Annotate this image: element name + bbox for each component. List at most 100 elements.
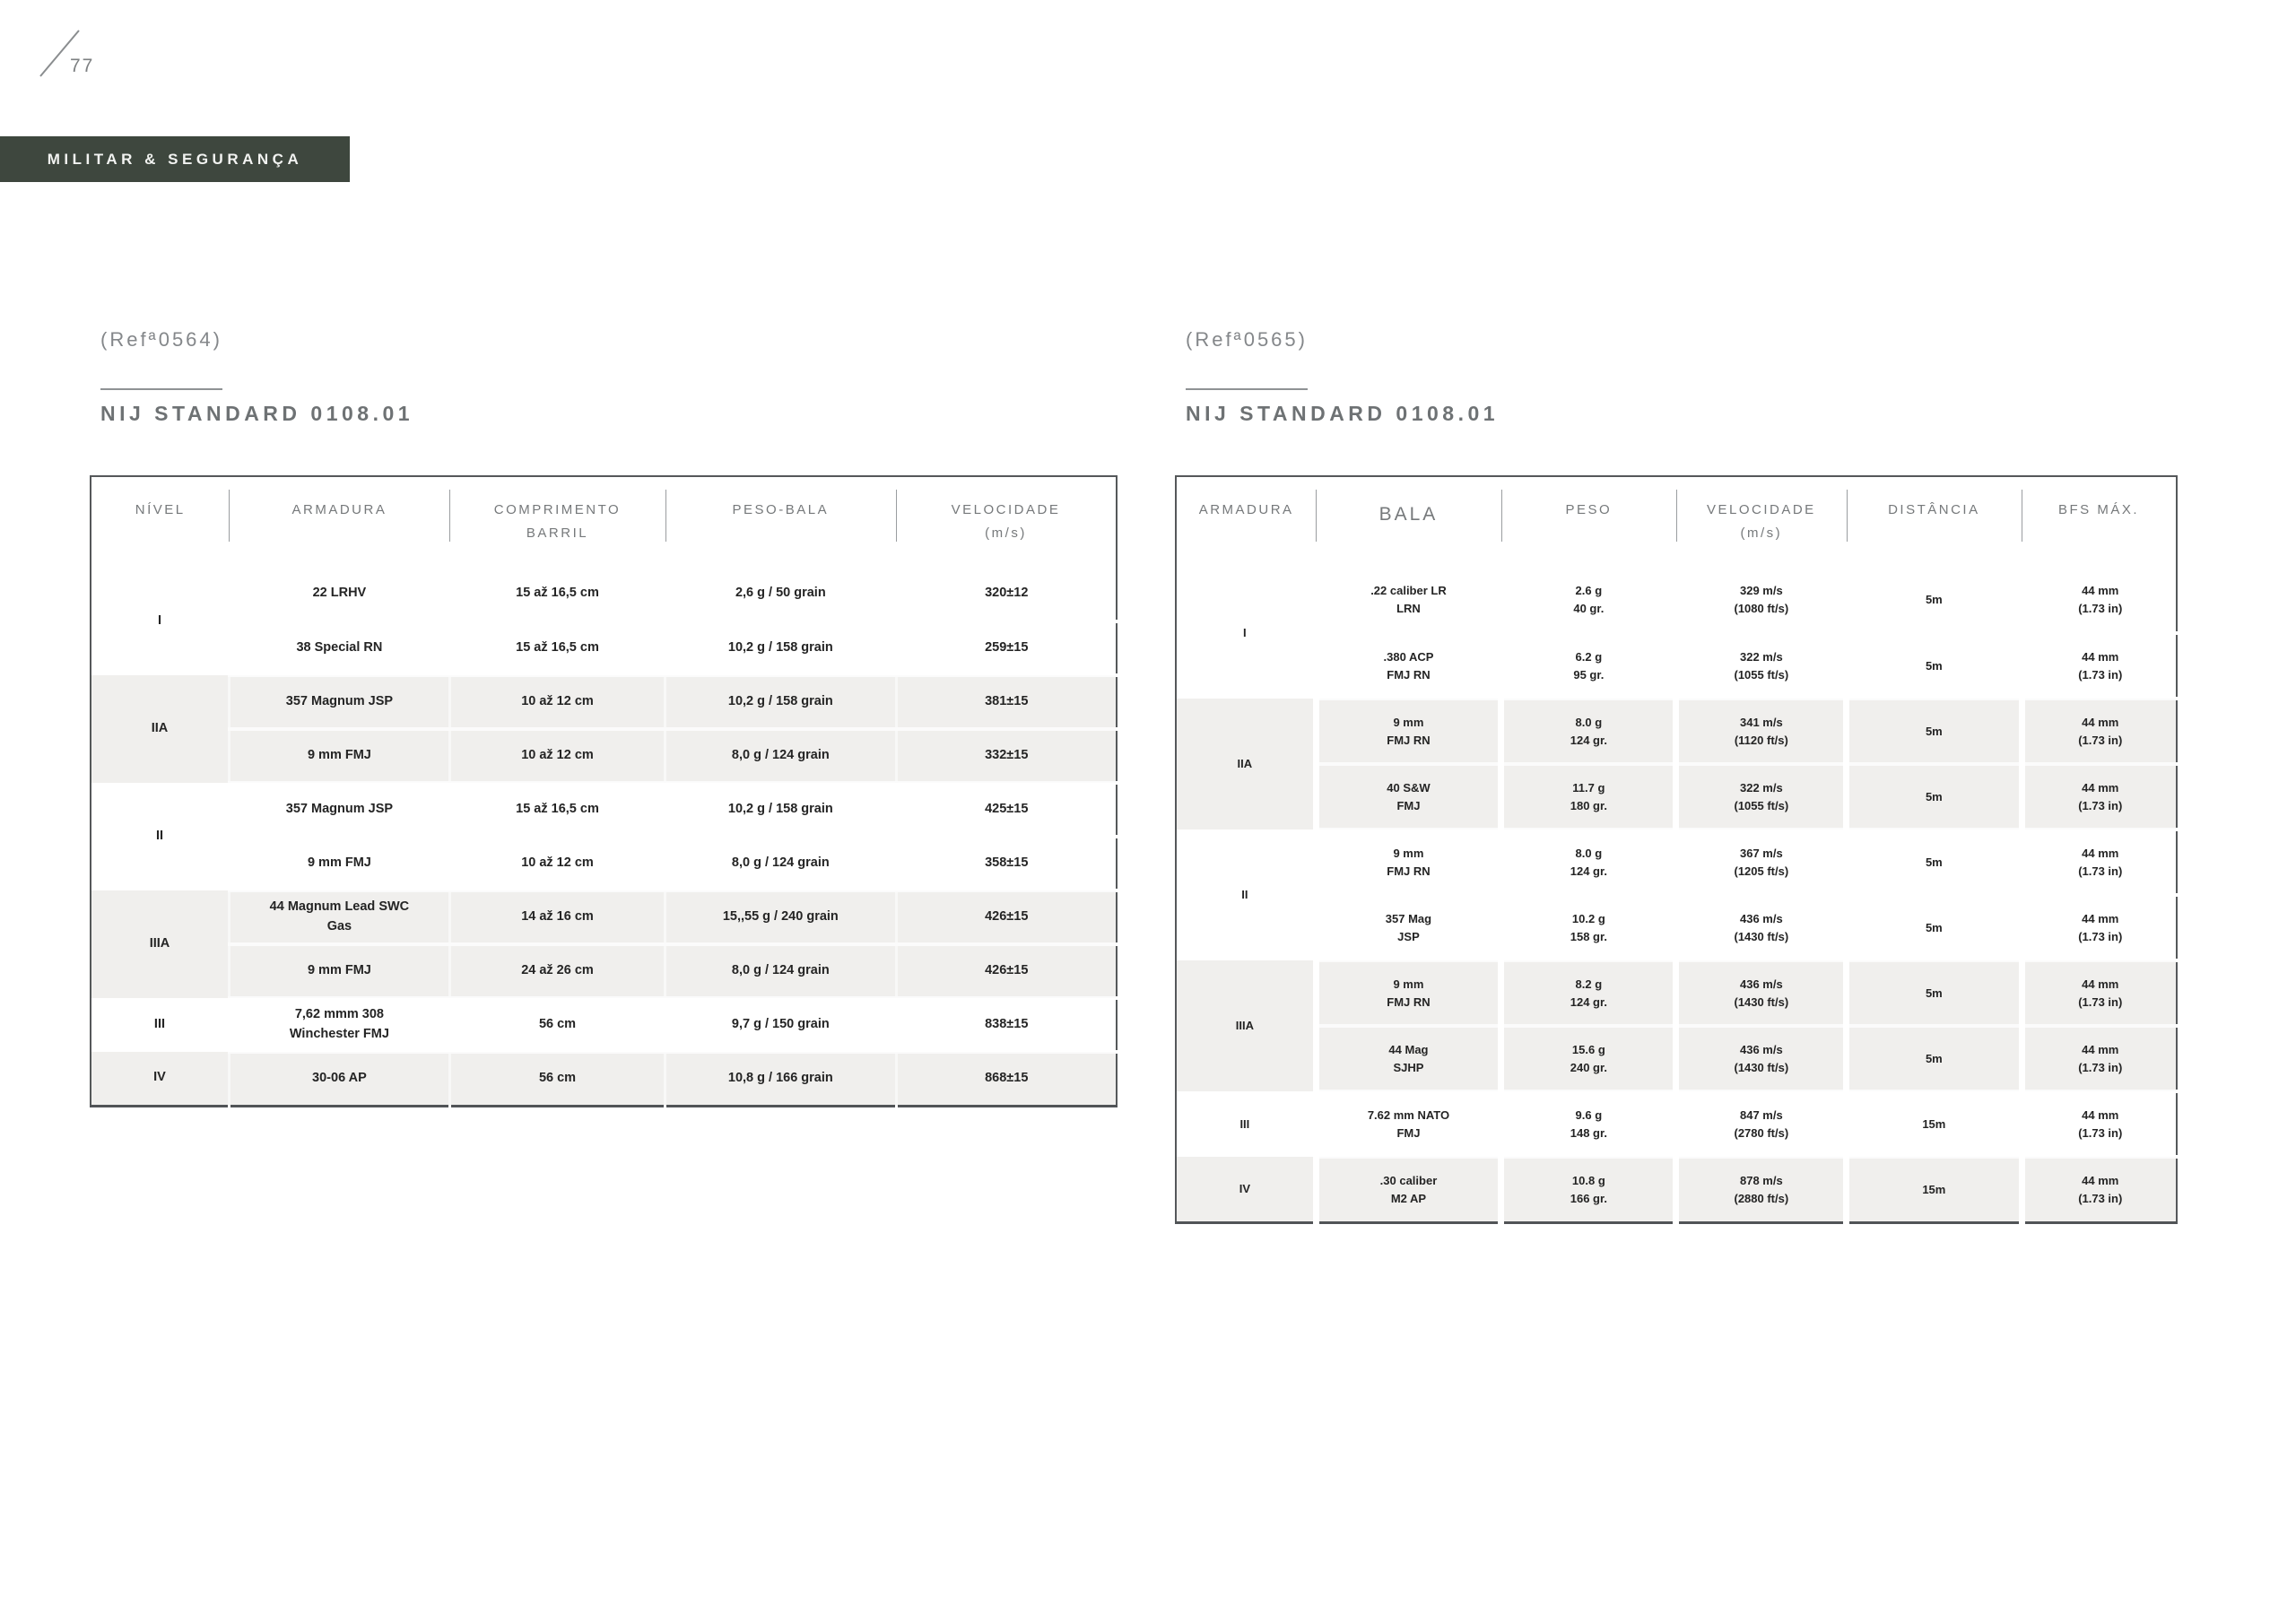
table-row: III 7.62 mm NATO FMJ 9.6 g 148 gr. 847 m/s (27… (1176, 1090, 2177, 1157)
table-cell: 5m (1843, 959, 2022, 1026)
table-cell: 14 až 16 cm (448, 889, 665, 944)
table-cell: 357 Magnum JSP (227, 781, 450, 837)
column-header: COMPRIMENTO BARRIL (449, 476, 665, 568)
slash-icon (39, 30, 80, 77)
table-cell: 7.62 mm NATO FMJ (1312, 1090, 1501, 1157)
table-cell: 15.6 g 240 gr. (1498, 1024, 1676, 1091)
table-cell: 44 mm (1.73 in) (2018, 893, 2177, 960)
table-cell: 7,62 mmm 308 Winchester FMJ (227, 996, 450, 1052)
table-cell: 44 mm (1.73 in) (2018, 697, 2177, 764)
table-row: IV 30-06 AP 56 cm 10,8 g / 166 grain 868±15 (91, 1050, 1117, 1106)
column-header: BALA (1316, 476, 1500, 568)
level-label: IIIA (91, 890, 230, 998)
table-cell: 259±15 (894, 620, 1117, 675)
level-label: III (153, 1017, 166, 1032)
table-cell: 10,8 g / 166 grain (664, 1050, 897, 1106)
level-label: III (1239, 1116, 1250, 1131)
table-cell: 9.6 g 148 gr. (1498, 1090, 1676, 1157)
level-label: I (1243, 626, 1247, 640)
table-cell: 10,2 g / 158 grain (664, 781, 897, 837)
table-cell: 426±15 (894, 889, 1117, 944)
table-cell: 10.2 g 158 gr. (1498, 893, 1676, 960)
ref-label: (Refª0565) (1186, 328, 1308, 351)
header-row: NÍVEL ARMADURA COMPRIMENTO BARRIL PESO-BALA V… (91, 476, 1117, 568)
column-header: VELOCIDADE (m/s) (896, 476, 1117, 568)
table-row: IIA 9 mm FMJ RN 8.0 g 124 gr. 341 m/s (1120 ft… (1176, 697, 2177, 829)
table-cell: 24 až 26 cm (448, 942, 665, 998)
level-label: IV (91, 1052, 230, 1106)
nij-standard-table-0565: ARMADURA BALA PESO VELOCIDADE (m/s) DISTÂNCIA… (1175, 475, 2178, 1224)
table-cell: 15m (1843, 1155, 2022, 1222)
table-cell: 322 m/s (1055 ft/s) (1673, 631, 1847, 699)
table-cell: 8.2 g 124 gr. (1498, 959, 1676, 1026)
table-cell: 15m (1843, 1090, 2022, 1157)
column-header: BFS MÁX. (2022, 476, 2177, 568)
table-cell: 329 m/s (1080 ft/s) (1673, 568, 1847, 633)
table-cell: 8.0 g 124 gr. (1498, 828, 1676, 895)
ref-label: (Refª0564) (100, 328, 222, 351)
table-cell: 44 mm (1.73 in) (2018, 1155, 2177, 1222)
table-cell: 15 až 16,5 cm (448, 781, 665, 837)
column-header: PESO-BALA (665, 476, 896, 568)
table-cell: 357 Magnum JSP (227, 673, 450, 729)
panel-ref-0564: (Refª0564) NIJ STANDARD 0108.01 NÍVEL ARM… (90, 327, 1118, 1107)
table-cell: 2.6 g 40 gr. (1498, 568, 1676, 633)
table-cell: 436 m/s (1430 ft/s) (1673, 959, 1847, 1026)
table-cell: 44 mm (1.73 in) (2018, 1090, 2177, 1157)
table-cell: 44 mm (1.73 in) (2018, 631, 2177, 699)
table-cell: 2,6 g / 50 grain (664, 568, 897, 621)
table-cell: .380 ACP FMJ RN (1312, 631, 1501, 699)
table-cell: 5m (1843, 762, 2022, 829)
table-cell: 878 m/s (2880 ft/s) (1673, 1155, 1847, 1222)
table-cell: 15 až 16,5 cm (448, 568, 665, 621)
table-cell: 358±15 (894, 835, 1117, 890)
table-cell: 8,0 g / 124 grain (664, 942, 897, 998)
table-row: IIIA 44 Magnum Lead SWC Gas 14 až 16 cm 15,,… (91, 889, 1117, 998)
table-cell: 9 mm FMJ (227, 727, 450, 783)
page-number: 77 (70, 56, 95, 76)
table-cell: .22 caliber LR LRN (1312, 568, 1501, 633)
column-header: ARMADURA (229, 476, 449, 568)
table-cell: 357 Mag JSP (1312, 893, 1501, 960)
table-cell: 426±15 (894, 942, 1117, 998)
table-row: IIA 357 Magnum JSP 10 až 12 cm 10,2 g / 158… (91, 673, 1117, 783)
table-cell: 322 m/s (1055 ft/s) (1673, 762, 1847, 829)
table-cell: 5m (1843, 893, 2022, 960)
table-cell: 44 Mag SJHP (1312, 1024, 1501, 1091)
table-row: 9 mm FMJ 10 až 12 cm 8,0 g / 124 grain 358±… (91, 835, 1117, 890)
panel-ref-0565: (Refª0565) NIJ STANDARD 0108.01 ARMADURA… (1175, 327, 2178, 1224)
table-row: 9 mm FMJ 24 až 26 cm 8,0 g / 124 grain 426±… (91, 942, 1117, 998)
table-cell: 10,2 g / 158 grain (664, 620, 897, 675)
nij-standard-table-0564: NÍVEL ARMADURA COMPRIMENTO BARRIL PESO-BALA V… (90, 475, 1118, 1107)
table-row: 44 Mag SJHP 15.6 g 240 gr. 436 m/s (1430 ft/s… (1176, 1024, 2177, 1091)
table-cell: 38 Special RN (227, 620, 450, 675)
table-cell: 40 S&W FMJ (1312, 762, 1501, 829)
table-cell: 15 až 16,5 cm (448, 620, 665, 675)
table-row: I .22 caliber LR LRN 2.6 g 40 gr. 329 m/s (108… (1176, 568, 2177, 639)
table-cell: 30-06 AP (227, 1050, 450, 1106)
table-row: 9 mm FMJ 10 až 12 cm 8,0 g / 124 grain 332±… (91, 727, 1117, 783)
table-cell: 9 mm FMJ RN (1312, 828, 1501, 895)
table-row: III 7,62 mmm 308 Winchester FMJ 56 cm 9,7 g … (91, 996, 1117, 1052)
column-header: NÍVEL (135, 502, 186, 517)
table-cell: 436 m/s (1430 ft/s) (1673, 893, 1847, 960)
ref-underline (1186, 388, 1308, 390)
level-label: IIA (1176, 699, 1317, 829)
table-cell: 10 až 12 cm (448, 835, 665, 890)
column-header: PESO (1500, 476, 1676, 568)
table-cell: 5m (1843, 697, 2022, 764)
table-cell: 425±15 (894, 781, 1117, 837)
page-number-block: 77 (27, 9, 126, 90)
table-cell: 5m (1843, 631, 2022, 699)
panel-title: NIJ STANDARD 0108.01 (100, 402, 414, 425)
table-cell: 367 m/s (1205 ft/s) (1673, 828, 1847, 895)
table-row: II 9 mm FMJ RN 8.0 g 124 gr. 367 m/s (1205 ft/… (1176, 828, 2177, 901)
column-header: DISTÂNCIA (1846, 476, 2022, 568)
table-cell: 5m (1843, 828, 2022, 895)
table-cell: .30 caliber M2 AP (1312, 1155, 1501, 1222)
ref-underline (100, 388, 222, 390)
table-cell: 5m (1843, 1024, 2022, 1091)
table-cell: 15,,55 g / 240 grain (664, 889, 897, 944)
table-cell: 9,7 g / 150 grain (664, 996, 897, 1052)
table-cell: 44 mm (1.73 in) (2018, 568, 2177, 633)
